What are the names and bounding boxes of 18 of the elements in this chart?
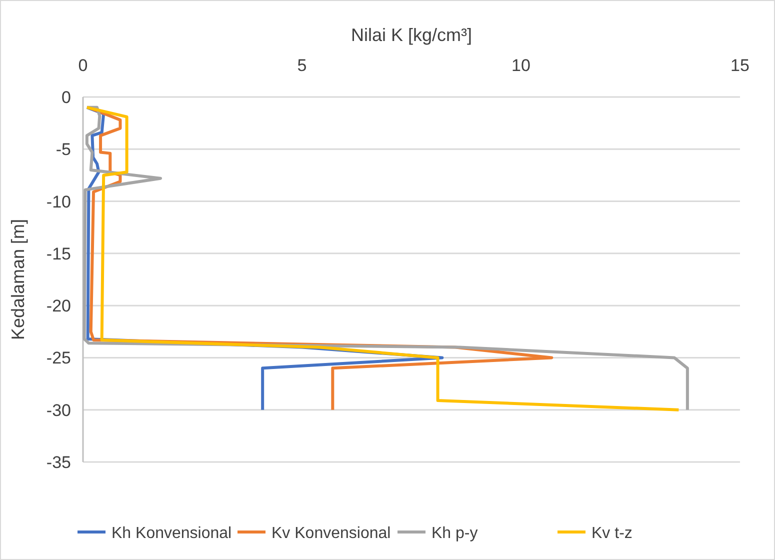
y-tick-label: -35	[46, 453, 71, 472]
x-axis-title: Nilai K [kg/cm³]	[350, 25, 472, 45]
y-tick-label: -15	[46, 244, 71, 264]
y-tick-label: 0	[62, 88, 71, 107]
legend-label: Kh Konvensional	[112, 525, 232, 542]
y-tick-label: -5	[56, 140, 71, 160]
legend-label: Kv t-z	[592, 525, 632, 542]
x-tick-label: 5	[297, 56, 307, 75]
y-tick-label: -25	[46, 348, 71, 368]
x-tick-label: 10	[512, 56, 530, 75]
y-tick-label: -30	[46, 400, 71, 420]
y-tick-label: -10	[46, 192, 71, 212]
y-tick-label: -20	[46, 296, 71, 316]
x-tick-label: 15	[730, 56, 750, 75]
legend-label: Kh p-y	[432, 525, 478, 542]
y-axis-title: Kedalaman [m]	[8, 218, 28, 340]
x-tick-label: 0	[78, 56, 88, 75]
legend-label: Kv Konvensional	[272, 525, 391, 542]
